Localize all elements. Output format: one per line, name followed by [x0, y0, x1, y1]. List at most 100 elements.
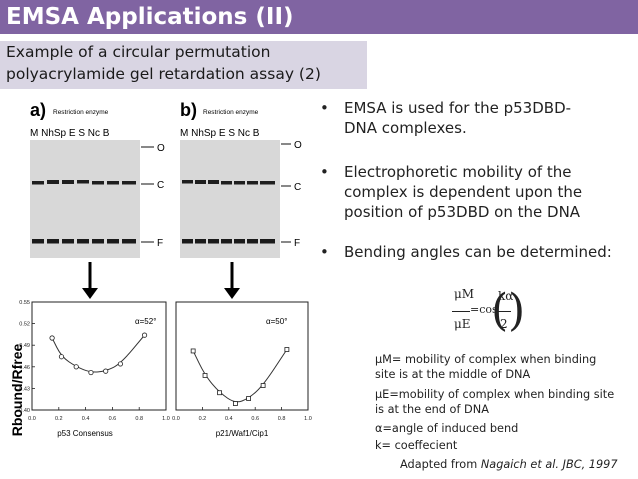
gel-a-bands-f	[32, 239, 136, 244]
down-arrow-right	[224, 262, 240, 299]
panel-a-enzyme-label: Restriction enzyme	[53, 109, 109, 116]
y-tick-label: 0.49	[19, 343, 30, 349]
x-tick-label: 0.4	[225, 416, 233, 422]
plot-left-fit-curve	[51, 334, 145, 373]
data-point	[49, 335, 55, 341]
plot-right-x-label: p21/Waf1/Cip1	[216, 429, 269, 438]
eq-numerator-right: kα	[498, 289, 514, 303]
y-tick-label: 0.43	[19, 386, 30, 392]
data-point	[73, 364, 79, 370]
plot-y-axis-label: Rbound/Rfree	[9, 344, 25, 437]
plot-right-points	[190, 347, 290, 406]
plot-left: α=52° 0.55 0.52 0.49 0.46 0.43 0.40 0.0 0.2 0.4…	[19, 300, 170, 438]
eq-paren-right: )	[508, 285, 526, 336]
gel-b-bands-f	[182, 239, 275, 244]
bullet-2: • Electrophoretic mobility of the comple…	[318, 162, 633, 222]
gel-a-label-c: C	[157, 180, 164, 191]
gel-panel-b: b) Restriction enzyme M NhSp E S Nc B O …	[180, 100, 302, 258]
bullet-2-line-3: position of p53DBD on the DNA	[344, 203, 581, 221]
bullet-list: • EMSA is used for the p53DBD- DNA compl…	[318, 98, 633, 262]
plot-right-frame	[175, 301, 309, 411]
data-point	[217, 390, 222, 396]
gel-b-label-f: F	[294, 238, 300, 249]
eq-fraction-bar-right	[497, 311, 511, 312]
definition-mu-m-line-1: μM= mobility of complex when binding	[375, 353, 597, 366]
definition-mu-e: μE=mobility of complex when binding site…	[375, 387, 637, 417]
definition-alpha: α=angle of induced bend	[375, 421, 637, 436]
plot-right-x-ticks: 0.0 0.2 0.4 0.6 0.8 1.0	[172, 407, 312, 422]
eq-paren-left: (	[491, 285, 509, 336]
gel-b-label-o: O	[294, 140, 302, 151]
data-point	[190, 348, 196, 354]
plot-right-alpha: α=50°	[266, 317, 287, 326]
plot-right-fit-curve	[192, 349, 288, 403]
source-credit: Adapted from Nagaich et al. JBC, 1997	[400, 458, 618, 471]
x-tick-label: 1.0	[162, 416, 170, 422]
definition-alpha-line-1: α=angle of induced bend	[375, 422, 519, 435]
bullet-dot: •	[320, 99, 329, 117]
y-tick-label: 0.40	[19, 408, 30, 414]
gel-panel-a: a) Restriction enzyme M NhSp E S Nc B O …	[30, 100, 165, 258]
bullet-1-line-2: DNA complexes.	[344, 119, 467, 137]
slide-subtitle: Example of a circular permutation polyac…	[0, 41, 367, 89]
gel-b-label-c: C	[294, 182, 301, 193]
eq-cos: =cos	[470, 303, 498, 316]
gel-a-pointers	[141, 146, 154, 243]
data-point	[202, 373, 208, 378]
panel-a-letter: a)	[30, 100, 46, 120]
data-point	[284, 347, 290, 352]
data-point	[260, 383, 266, 388]
x-tick-label: 0.0	[172, 416, 180, 422]
definition-mu-e-line-1: μE=mobility of complex when binding site	[375, 388, 615, 401]
x-tick-label: 0.6	[251, 416, 259, 422]
data-point	[232, 401, 238, 406]
bullet-3-line-1: Bending angles can be determined:	[344, 243, 612, 261]
data-point	[88, 369, 94, 376]
gel-a-label-f: F	[157, 238, 163, 249]
gel-b-bands-c	[182, 180, 275, 185]
y-tick-label: 0.55	[19, 300, 30, 306]
subtitle-line-2: polyacrylamide gel retardation assay (2)	[6, 65, 321, 83]
gel-a-label-o: O	[157, 143, 165, 154]
eq-fraction-bar-left	[452, 311, 470, 312]
panel-a-lane-labels: M NhSp E S Nc B	[30, 128, 110, 139]
gel-b-pointers	[281, 143, 291, 243]
bending-angle-equation: μM μE =cos ( kα 2 )	[444, 285, 525, 345]
x-tick-label: 0.8	[278, 416, 286, 422]
plot-left-x-ticks: 0.0 0.2 0.4 0.6 0.8 1.0	[28, 407, 170, 422]
panel-b-letter: b)	[180, 100, 197, 120]
gel-a-background	[30, 140, 140, 258]
panel-b-enzyme-label: Restriction enzyme	[203, 109, 259, 116]
gel-a-bands-c	[32, 180, 136, 185]
x-tick-label: 1.0	[304, 416, 312, 422]
bullet-2-line-2: complex is dependent upon the	[344, 183, 583, 201]
credit-source: Nagaich et al. JBC, 1997	[480, 458, 618, 471]
data-point	[141, 332, 148, 338]
bullet-dot: •	[320, 163, 329, 181]
y-tick-label: 0.46	[19, 365, 30, 371]
panel-b-lane-labels: M NhSp E S Nc B	[180, 128, 260, 139]
bullet-1-line-1: EMSA is used for the p53DBD-	[344, 99, 572, 117]
eq-denominator-left: μE	[454, 317, 471, 331]
eq-numerator-left: μM	[454, 287, 475, 301]
bullet-2-line-1: Electrophoretic mobility of the	[344, 163, 572, 181]
x-tick-label: 0.8	[135, 416, 143, 422]
bullet-dot: •	[320, 243, 329, 261]
x-tick-label: 0.6	[109, 416, 117, 422]
emsa-figure: a) Restriction enzyme M NhSp E S Nc B O …	[9, 100, 312, 438]
x-tick-label: 0.2	[199, 416, 207, 422]
bullet-1: • EMSA is used for the p53DBD- DNA compl…	[318, 98, 633, 138]
eq-denominator-right: 2	[500, 317, 508, 331]
credit-prefix: Adapted from	[400, 458, 481, 471]
plot-left-y-ticks: 0.55 0.52 0.49 0.46 0.43 0.40	[19, 300, 35, 414]
data-point	[117, 361, 124, 367]
y-tick-label: 0.52	[19, 322, 30, 328]
data-point	[103, 368, 109, 374]
plot-left-frame	[31, 301, 167, 411]
x-tick-label: 0.4	[82, 416, 90, 422]
definition-mu-m: μM= mobility of complex when binding sit…	[375, 352, 637, 382]
plot-left-alpha: α=52°	[135, 317, 156, 326]
definition-k-line-1: k= coeffecient	[375, 439, 458, 452]
x-tick-label: 0.0	[28, 416, 36, 422]
x-tick-label: 0.2	[55, 416, 63, 422]
